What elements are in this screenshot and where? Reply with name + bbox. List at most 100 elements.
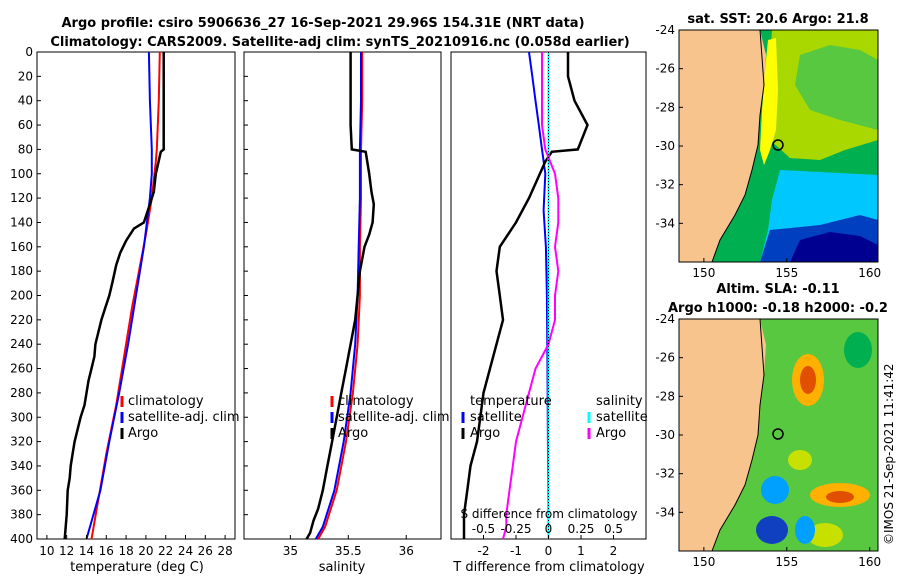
x-tick-label: 26 [198,544,213,558]
x-tick-label: 10 [39,544,54,558]
mid-water [795,45,878,130]
sst-map-ticks: 150 155 160 -24 -26 -28 -30 -32 -34 [655,23,881,280]
sla-map-ticks: 150 155 160 -24 -26 -28 -30 -32 -34 [655,312,881,569]
x-tick-label: 24 [178,544,193,558]
x-tick-label: 2 [610,544,618,558]
y-tick-label: 60 [18,118,33,132]
series-line-argo [63,52,165,540]
series-line-satellite-adj-clim [85,51,153,540]
s-tick-label: 0.5 [604,522,623,536]
lat-tick-label: -34 [655,216,675,230]
salinity-x-ticks: 35 35.5 36 [283,535,414,558]
y-tick-label: 40 [18,94,33,108]
legend-label-satellite: satellite-adj. clim [128,410,240,425]
difference-xlabel: T difference from climatology [452,560,645,575]
y-tick-label: 20 [18,69,33,83]
lat-tick-label: -28 [655,389,675,403]
salinity-panel: 35 35.5 36 salinity climatology satellite-… [243,51,450,575]
x-tick-label: 35.5 [335,544,362,558]
sla-map-panel: Altim. SLA: -0.11 Argo h1000: -0.18 h200… [655,282,888,569]
x-tick-label: 28 [217,544,232,558]
x-tick-label: 18 [118,544,133,558]
lat-tick-label: -32 [655,178,675,192]
legend-label-climatology: climatology [338,394,414,409]
series-line-s-argo [502,52,560,540]
series-line-climatology [317,52,364,540]
sla-mid-2 [788,450,812,470]
sla-low-anomaly-2 [756,516,788,544]
s-difference-label: S difference from climatology [461,507,638,521]
figure-title-line2: Climatology: CARS2009. Satellite-adj cli… [50,35,629,50]
lat-tick-label: -24 [655,23,675,37]
y-tick-label: 100 [10,167,33,181]
x-tick-label: -2 [478,544,490,558]
salinity-xlabel: salinity [319,560,366,575]
legend-label-argo: Argo [128,426,158,441]
sst-map-image [679,30,878,262]
salinity-legend: climatology satellite-adj. clim Argo [330,394,450,441]
sla-map-title-line2: Argo h1000: -0.18 h2000: -0.2 [668,301,888,316]
sla-map-title-line1: Altim. SLA: -0.11 [716,282,839,297]
lat-tick-label: -34 [655,505,675,519]
argo-float-marker [772,428,784,440]
y-tick-label: 260 [10,362,33,376]
lat-tick-label: -30 [655,139,675,153]
series-line-climatology [90,51,161,540]
s-tick-label: 0 [545,522,553,536]
y-tick-label: 240 [10,337,33,351]
lon-tick-label: 150 [692,266,715,280]
current-core [760,38,778,165]
y-tick-label: 280 [10,386,33,400]
temperature-y-ticks: 0 20 40 60 80 100 120 140 160 180 200 220 240 260 280 3… [10,45,41,546]
series-line-t-argo [462,52,589,539]
difference-panel: -2 -1 0 1 2 -0.5 -0.25 0 0.25 0.5 S difference f… [450,51,648,575]
series-line-satellite-adj-clim [314,52,362,540]
sla-mid [807,523,843,547]
lat-tick-label: -26 [655,351,675,365]
sst-map-title: sat. SST: 20.6 Argo: 21.8 [687,12,868,27]
y-tick-label: 180 [10,264,33,278]
x-tick-label: 16 [99,544,114,558]
difference-legend-salinity: salinity satellite Argo [587,394,648,441]
y-tick-label: 400 [10,532,33,546]
legend-label-satellite: satellite-adj. clim [338,410,450,425]
lat-tick-label: -26 [655,62,675,76]
s-tick-label: 0.25 [568,522,595,536]
legend-label-s-satellite: satellite [596,410,648,425]
x-tick-label: 12 [59,544,74,558]
legend-label-t-argo: Argo [470,426,500,441]
y-tick-label: 340 [10,459,33,473]
sla-low-anomaly-3 [795,516,815,544]
x-tick-label: 20 [138,544,153,558]
imos-timestamp: ©IMOS 21-Sep-2021 11:41:42 [882,363,896,545]
y-tick-label: 120 [10,191,33,205]
temperature-panel: 10 12 14 16 18 20 22 24 26 28 0 20 40 60 80 100 120 140 1… [10,45,240,575]
y-tick-label: 0 [25,45,33,59]
x-tick-label: -1 [510,544,522,558]
legend-label-t-satellite: satellite [470,410,522,425]
legend-label-climatology: climatology [128,394,204,409]
lon-tick-label: 155 [775,266,798,280]
salinity-lines [305,52,376,540]
lon-tick-label: 160 [858,555,881,569]
legend-label-argo: Argo [338,426,368,441]
y-tick-label: 300 [10,410,33,424]
figure-title-line1: Argo profile: csiro 5906636_27 16-Sep-20… [61,16,584,31]
y-tick-label: 220 [10,313,33,327]
coastline [711,319,765,551]
sla-high-core [800,366,816,394]
lat-tick-label: -30 [655,428,675,442]
legend-title-salinity: salinity [596,394,643,409]
x-tick-label: 22 [158,544,173,558]
lat-tick-label: -24 [655,312,675,326]
s-tick-label: -0.25 [500,522,531,536]
y-tick-label: 320 [10,435,33,449]
salinity-y-ticks [244,51,248,540]
temperature-x-ticks: 10 12 14 16 18 20 22 24 26 28 [39,535,233,558]
coastline [711,30,765,262]
lat-tick-label: -28 [655,100,675,114]
x-tick-label: 1 [577,544,585,558]
y-tick-label: 140 [10,215,33,229]
difference-lines [462,51,589,540]
